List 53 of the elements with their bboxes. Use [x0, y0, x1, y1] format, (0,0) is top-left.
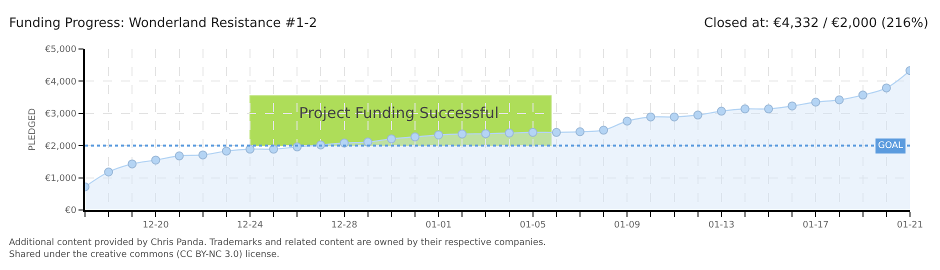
point: [104, 168, 114, 176]
annotation: Project Funding Successful: [299, 104, 499, 122]
y-axis-title: PLEDGED: [28, 108, 38, 151]
point: [481, 129, 490, 138]
point: [764, 104, 774, 114]
text: Additional content provided by Chris Panda. Trademarks and related content are owned by their respective companies.: [9, 238, 546, 248]
point: [434, 130, 444, 140]
point: [834, 95, 844, 104]
x-tick-label: 01-01: [425, 220, 452, 231]
point: [882, 83, 891, 92]
point: [386, 134, 396, 144]
chart-subtitle: Closed at: €4,332 / €2,000 (216%): [704, 16, 928, 31]
x-tick-label: 01-09: [614, 220, 640, 231]
point: [576, 127, 584, 136]
point: [670, 112, 679, 122]
y-tick-label: €1,000: [44, 174, 77, 184]
y-tick-label: €4,000: [44, 77, 77, 88]
x-tick-label: 01-21: [896, 220, 924, 231]
point: [363, 138, 372, 147]
point: [740, 104, 750, 114]
text: Shared under the creative commons (CC BY-NC 3.0) license.: [9, 250, 280, 260]
point: [599, 126, 608, 135]
x-tick-label: 12-28: [331, 220, 358, 231]
y-tick-label: €5,000: [44, 45, 77, 56]
x-tick-label: 01-05: [520, 220, 546, 231]
x-tick-label: 12-20: [142, 220, 170, 231]
point: [269, 144, 278, 154]
x-tick-label: 01-13: [708, 220, 735, 231]
ref-line-label: GOAL: [878, 141, 904, 151]
point: [788, 101, 797, 110]
point: [646, 112, 656, 122]
point: [198, 150, 208, 160]
point: [552, 128, 561, 137]
point: [174, 151, 184, 160]
x-tick-label: 12-24: [236, 220, 264, 231]
point: [222, 146, 231, 156]
point: [528, 128, 538, 137]
point: [504, 128, 514, 138]
point: [128, 159, 137, 168]
point: [858, 90, 868, 100]
point: [246, 144, 254, 154]
y-tick-label: €3,000: [44, 110, 77, 120]
x-tick-label: 01-17: [802, 220, 829, 231]
point: [622, 116, 632, 126]
point: [716, 106, 726, 116]
y-tick-label: €0: [64, 206, 77, 216]
point: [410, 132, 420, 142]
chart-title: Funding Progress: Wonderland Resistance #1-2: [9, 16, 318, 31]
y-tick-label: €2,000: [44, 142, 77, 152]
point: [151, 156, 160, 165]
point: [693, 110, 702, 120]
point: [458, 130, 467, 139]
point: [811, 98, 820, 107]
